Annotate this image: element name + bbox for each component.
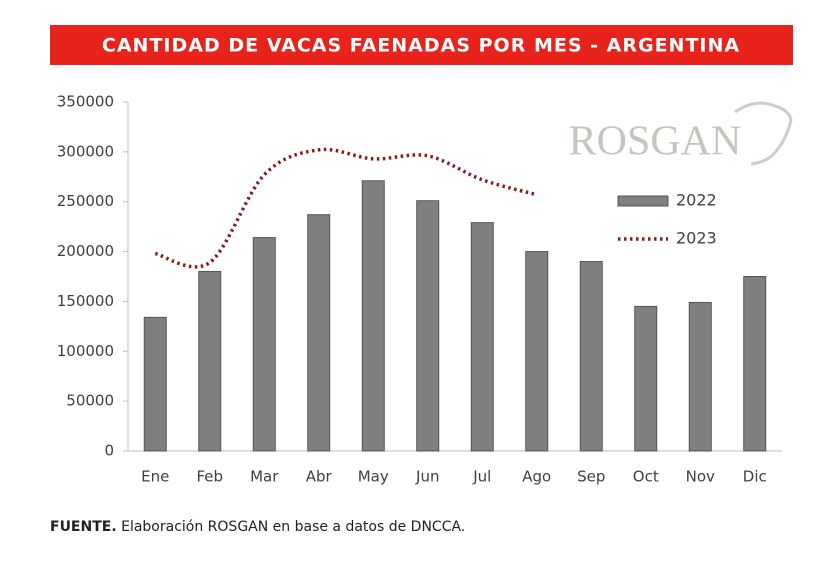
bar	[579, 261, 603, 452]
bar	[525, 251, 549, 452]
x-tick-label: Sep	[577, 468, 605, 486]
legend-label: 2023	[676, 229, 717, 248]
y-tick-label: 0	[104, 442, 114, 460]
source-text: Elaboración ROSGAN en base a datos de DN…	[121, 519, 465, 535]
title-banner	[50, 25, 793, 65]
x-tick-label: Dic	[743, 468, 767, 486]
y-tick-label: 300000	[57, 142, 114, 160]
source-label: FUENTE.	[50, 519, 117, 535]
bar	[198, 271, 222, 452]
y-tick-label: 250000	[57, 192, 114, 210]
x-tick-label: Jul	[472, 468, 491, 486]
legend-label: 2022	[676, 191, 717, 210]
bar	[470, 222, 494, 452]
y-tick-label: 150000	[57, 292, 114, 310]
bar	[143, 316, 167, 452]
bar	[634, 305, 658, 452]
logo-icon	[734, 101, 793, 166]
chart-title: CANTIDAD DE VACAS FAENADAS POR MES - ARG…	[102, 35, 740, 57]
x-tick-label: May	[358, 468, 389, 486]
x-tick-label: Oct	[633, 468, 659, 486]
x-tick-label: Ago	[522, 468, 551, 486]
bar	[361, 180, 385, 452]
bar	[688, 301, 712, 452]
y-tick-label: 350000	[57, 93, 114, 111]
x-tick-label: Mar	[250, 468, 279, 486]
x-tick-label: Jun	[415, 468, 439, 486]
x-tick-label: Nov	[686, 468, 715, 486]
x-tick-label: Ene	[141, 468, 169, 486]
bar	[743, 276, 767, 452]
line	[154, 147, 538, 269]
y-tick-label: 100000	[57, 342, 114, 360]
bar	[307, 214, 331, 452]
legend-swatch	[617, 195, 669, 207]
source: FUENTE. Elaboración ROSGAN en base a dat…	[50, 519, 465, 535]
y-tick-label: 200000	[57, 242, 114, 260]
bar	[416, 200, 440, 452]
bar	[252, 237, 276, 452]
x-tick-label: Feb	[196, 468, 223, 486]
y-tick-label: 50000	[66, 392, 114, 410]
x-tick-label: Abr	[306, 468, 333, 486]
logo: ROSGAN	[569, 119, 742, 165]
